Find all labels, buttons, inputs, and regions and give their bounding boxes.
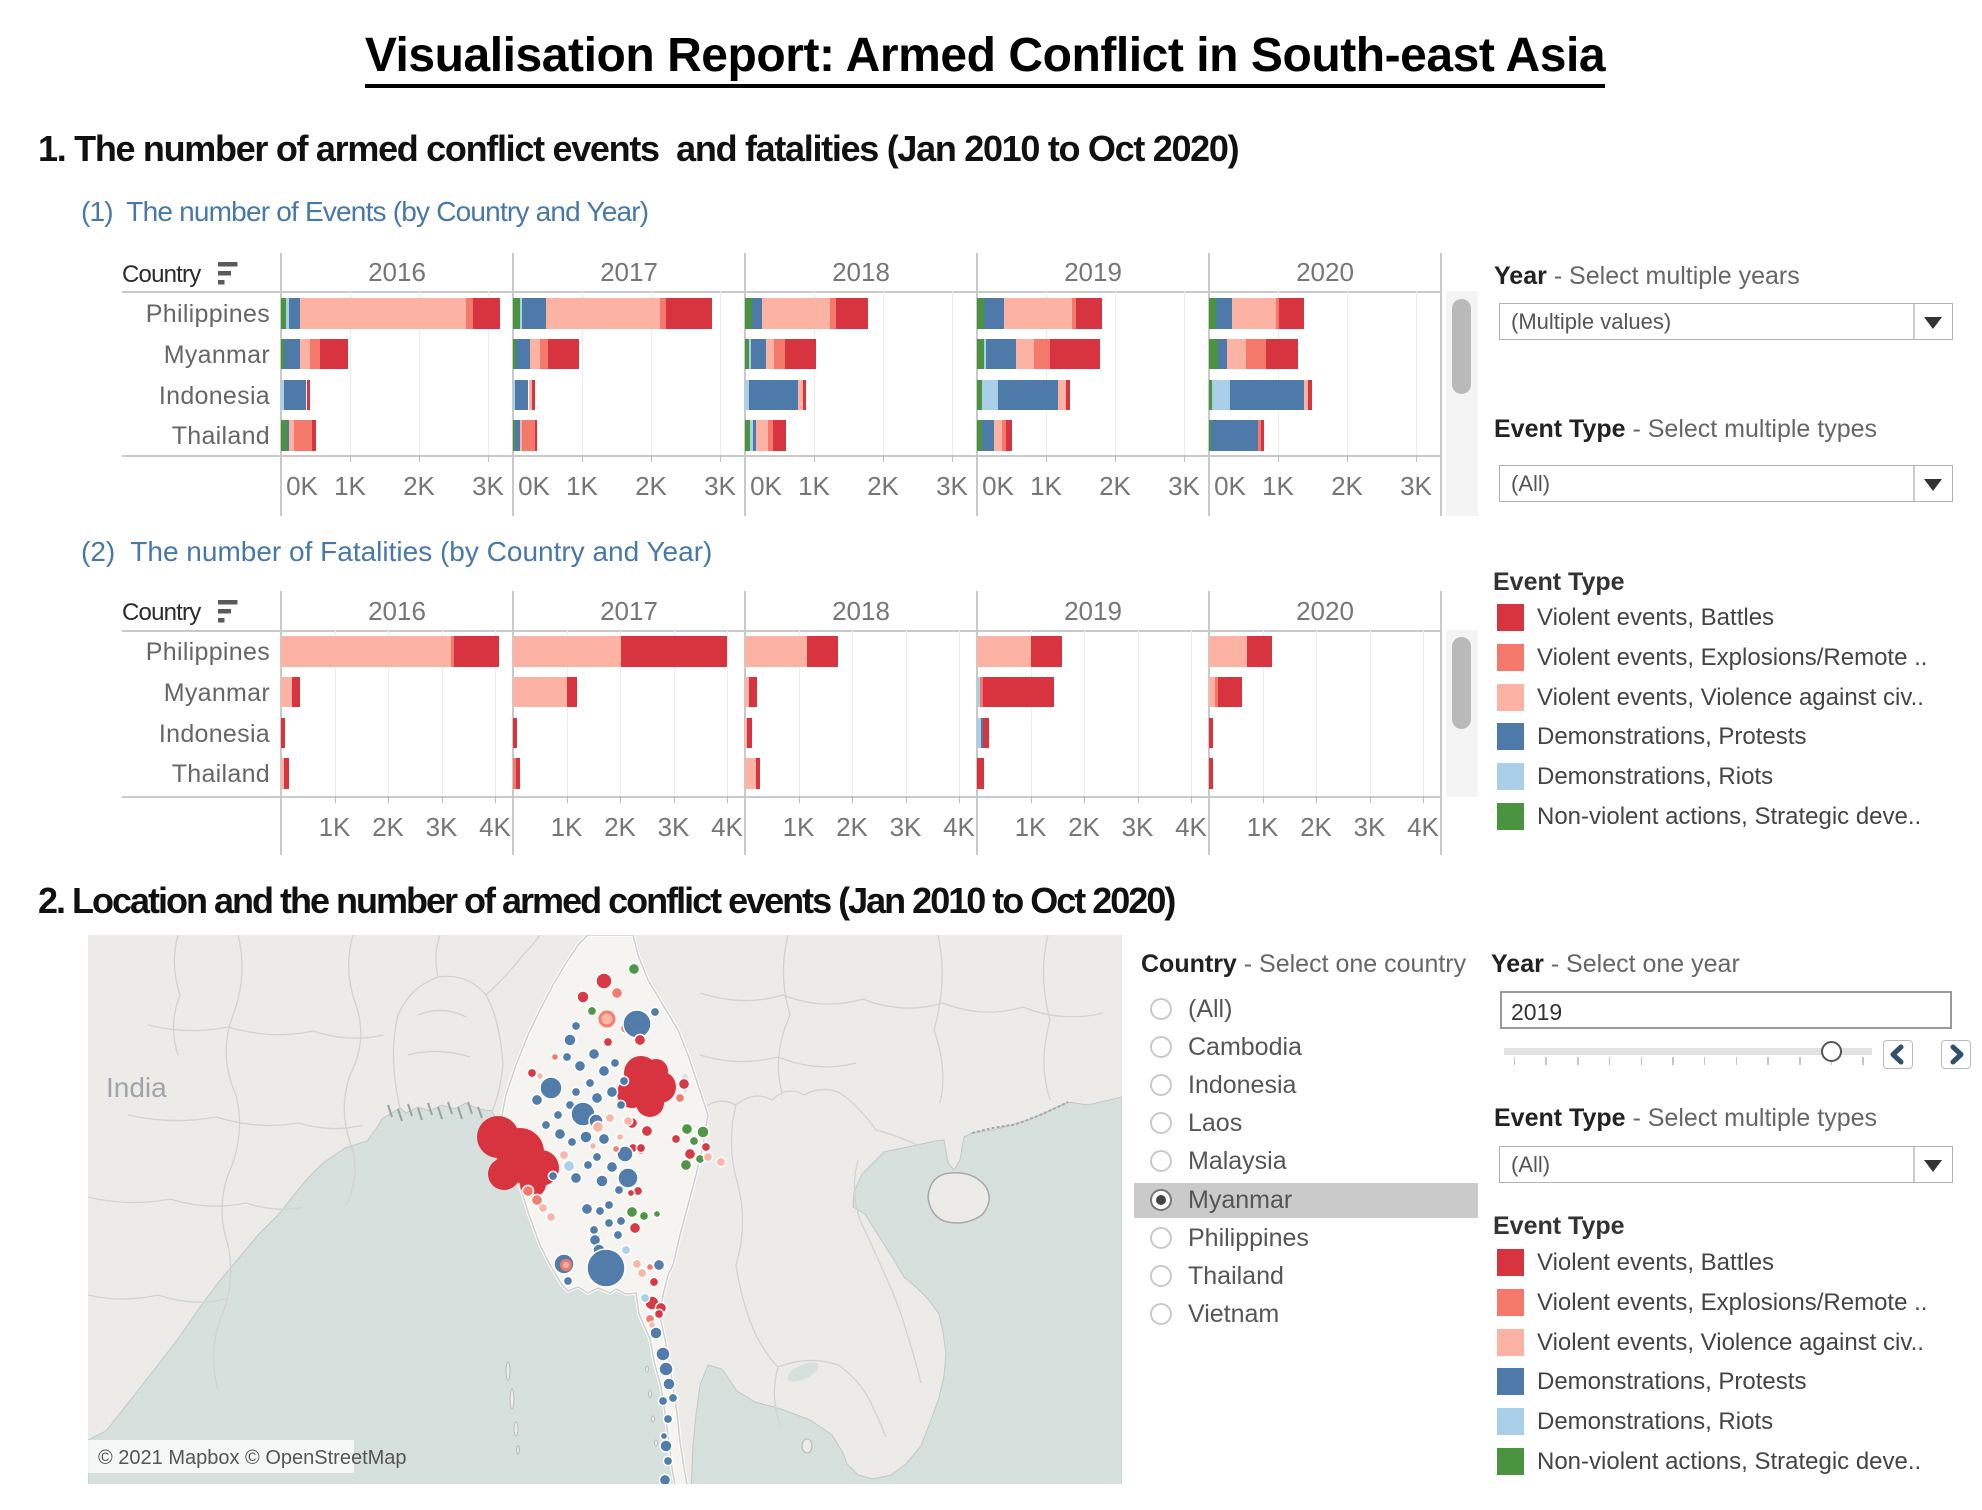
svg-text:© 2021 Mapbox © OpenStreetMap: © 2021 Mapbox © OpenStreetMap — [98, 1447, 407, 1469]
svg-text:India: India — [106, 1072, 167, 1103]
